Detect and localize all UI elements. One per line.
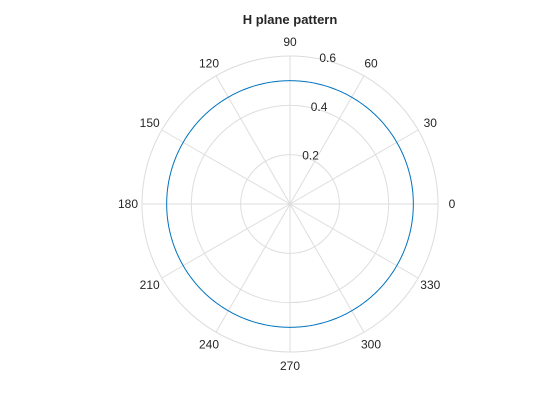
theta-tick-label: 0 [449,197,456,211]
theta-tick-label: 120 [199,57,219,71]
axis-labels: 0 30 60 90 120 150 180 210 240 270 300 330 0.2 0.4 0.6 [118,35,456,373]
series-line-0 [166,80,414,328]
r-gridline-0.6 [141,55,439,353]
theta-gridline-120 [215,75,291,205]
theta-gridline-30 [289,129,419,205]
polar-grid [141,55,439,353]
theta-tick-label: 60 [364,57,378,71]
theta-gridline-240 [215,203,291,333]
data-series [166,80,414,328]
theta-gridline-210 [161,203,291,279]
theta-tick-label: 330 [420,278,440,292]
r-tick-label: 0.6 [319,51,336,65]
chart-title: H plane pattern [243,12,338,27]
r-gridline-0.2 [240,154,340,254]
theta-tick-label: 180 [118,197,138,211]
theta-tick-label: 90 [283,35,297,49]
theta-tick-label: 270 [280,359,300,373]
theta-tick-label: 300 [361,337,381,351]
theta-tick-label: 30 [424,116,438,130]
theta-gridline-330 [289,203,419,279]
theta-gridline-60 [289,75,365,205]
r-gridline-0.4 [190,104,390,304]
r-tick-label: 0.2 [302,148,319,162]
theta-gridline-150 [161,129,291,205]
theta-tick-label: 240 [199,337,219,351]
r-tick-label: 0.4 [311,100,328,114]
theta-tick-label: 210 [140,278,160,292]
theta-tick-label: 150 [140,116,160,130]
theta-gridline-300 [289,203,365,333]
